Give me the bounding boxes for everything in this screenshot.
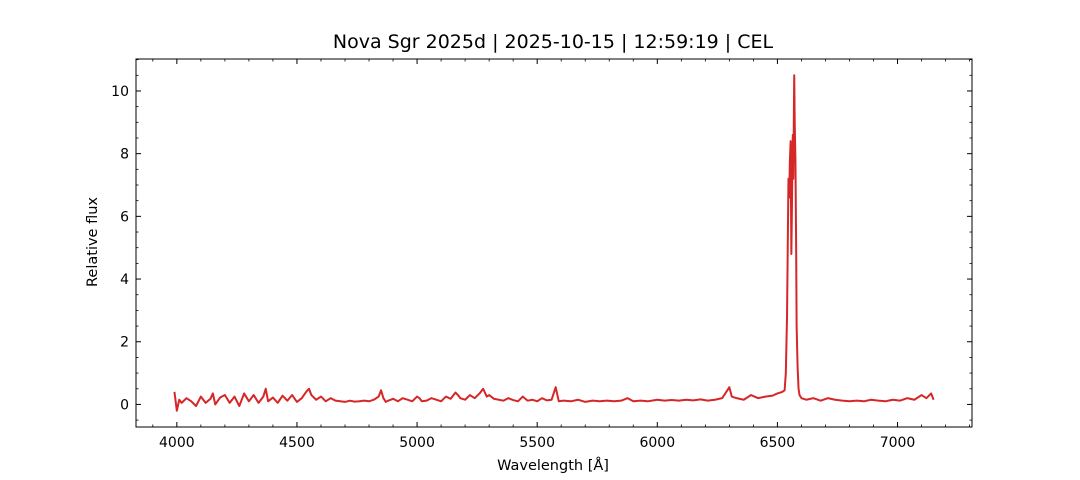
y-tick-label: 10 (111, 84, 129, 100)
x-tick-label: 4000 (159, 435, 195, 451)
plot-area: 4000 4500 5000 5500 6000 6500 7000 0 2 4 6 8 10 (111, 58, 973, 451)
x-tick-label: 5000 (399, 435, 435, 451)
spectrum-line (173, 74, 935, 412)
x-tick-label: 5500 (519, 435, 555, 451)
x-tick-label: 6000 (639, 435, 675, 451)
y-tick-label: 4 (120, 272, 129, 288)
y-tick-label: 8 (120, 147, 129, 163)
x-tick-label: 7000 (880, 435, 916, 451)
y-tick-label: 6 (120, 209, 129, 225)
x-tick-label: 4500 (279, 435, 315, 451)
y-tick-label: 0 (120, 397, 129, 413)
x-axis-title: Wavelength [Å] (497, 457, 609, 474)
plot-frame (135, 58, 973, 428)
x-tick-label: 6500 (760, 435, 796, 451)
y-axis-title: Relative flux (85, 197, 101, 287)
chart-title: Nova Sgr 2025d | 2025-10-15 | 12:59:19 |… (333, 31, 774, 53)
y-tick-label: 2 (120, 335, 129, 351)
